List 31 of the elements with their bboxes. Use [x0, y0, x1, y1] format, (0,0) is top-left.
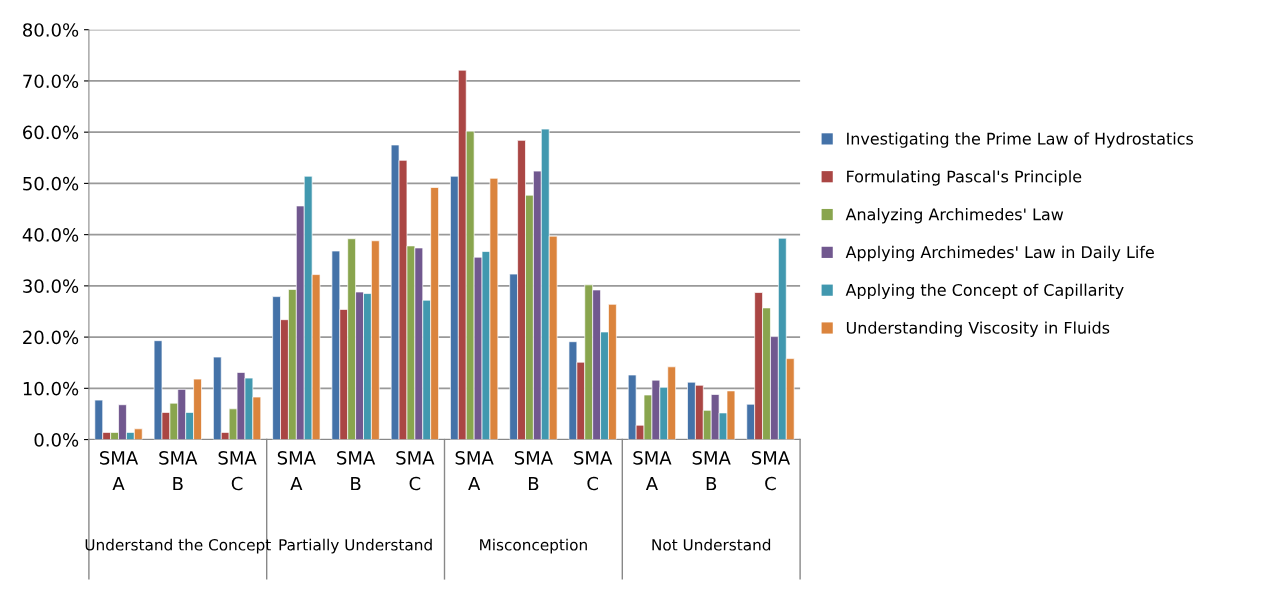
x-tick-label: SMA A [100, 450, 139, 491]
x-tick-label: SMA A [455, 450, 494, 491]
x-tick-label: SMA B [692, 450, 731, 491]
legend-label: Applying the Concept of Capillarity [845, 283, 1124, 300]
legend-label: Investigating the Prime Law of Hydrostatics [847, 132, 1194, 148]
y-tick-label: 20.0% [23, 330, 79, 345]
y-tick-label: 80.0% [23, 23, 79, 37]
y-tick-label: 30.0% [23, 279, 79, 293]
legend-label: Analyzing Archimedes' Law [845, 207, 1064, 224]
legend-label: Formulating Pascal's Principle [847, 170, 1082, 186]
x-tick-label: SMA C [574, 450, 613, 491]
text: Understand the Concept [85, 538, 271, 554]
x-tick-label: SMA A [633, 450, 672, 491]
legend-label: Applying Archimedes' Law in Daily Life [845, 245, 1154, 262]
x-tick-label: SMA B [337, 450, 376, 491]
x-tick-label: SMA B [159, 450, 198, 491]
y-tick-label: 0.0% [34, 433, 79, 447]
x-tick-label: SMA C [751, 450, 791, 491]
legend-label: Understanding Viscosity in Fluids [846, 321, 1110, 337]
text: Partially Understand [279, 538, 432, 554]
y-tick-label: 10.0% [23, 381, 79, 396]
x-tick-label: SMA B [514, 450, 553, 491]
x-tick-label: SMA C [218, 450, 257, 491]
text: Misconception [480, 538, 587, 554]
y-tick-label: 50.0% [23, 176, 79, 191]
text: Not Understand [652, 538, 771, 551]
y-tick-label: 40.0% [22, 228, 79, 242]
x-tick-label: SMA C [396, 450, 435, 491]
x-tick-label: SMA A [277, 450, 316, 491]
y-tick-label: 70.0% [23, 74, 79, 89]
y-tick-label: 60.0% [23, 125, 79, 140]
